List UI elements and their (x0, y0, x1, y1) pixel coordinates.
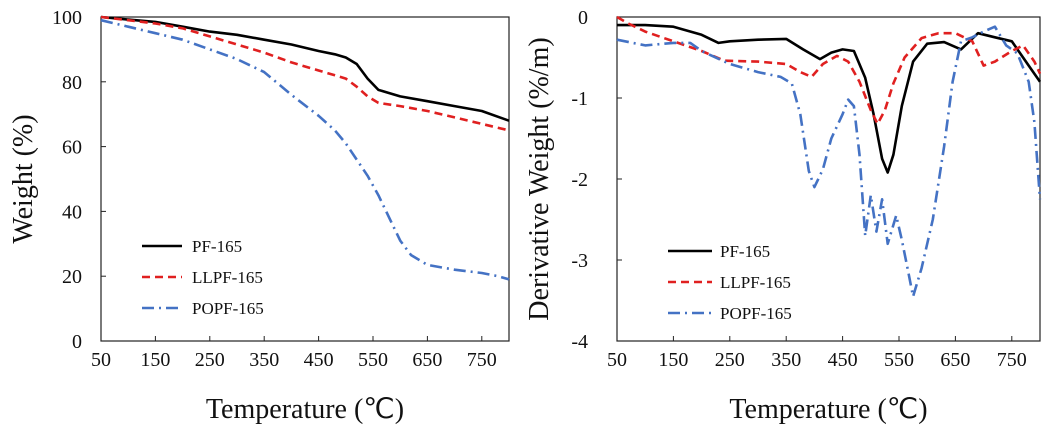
series-line-llpf-165 (100, 15, 510, 132)
y-tick-label: -3 (571, 250, 588, 272)
x-tick-label: 250 (195, 349, 225, 371)
x-tick-label: 450 (828, 349, 858, 371)
x-tick-label: 150 (658, 349, 688, 371)
chart-2: 50 150 250 350 450 550 650 750 0 -1 -2 -3 -4 Temperat… (524, 7, 1042, 425)
y-tick-label: -1 (571, 88, 588, 110)
legend-label-pf-165: PF-165 (192, 237, 242, 256)
x-tick-label: 150 (140, 349, 170, 371)
x-axis-title: Temperature (℃) (206, 394, 404, 425)
y-tick-label: 20 (62, 266, 82, 288)
x-tick-label: 50 (607, 349, 627, 371)
legend-label-llpf-165: LLPF-165 (192, 268, 263, 287)
legend-label-popf-165: POPF-165 (720, 304, 792, 323)
x-tick-label: 50 (91, 349, 111, 371)
x-axis-title: Temperature (℃) (729, 394, 927, 425)
y-tick-label: -2 (571, 169, 588, 191)
y-tick-label: 80 (62, 72, 82, 94)
chart-1: 50 150 250 350 450 550 650 750 0 20 40 60 80 100 Tempe… (8, 7, 510, 425)
legend-label-llpf-165: LLPF-165 (720, 273, 791, 292)
series-line-popf-165 (616, 25, 1042, 298)
x-tick-label: 250 (715, 349, 745, 371)
y-tick-label: 100 (52, 7, 82, 29)
y-tick-label: 0 (72, 331, 82, 353)
x-tick-label: 350 (249, 349, 279, 371)
series-line-pf-165 (100, 15, 510, 122)
x-tick-label: 650 (412, 349, 442, 371)
x-tick-label: 350 (771, 349, 801, 371)
x-tick-label: 750 (467, 349, 497, 371)
y-tick-label: 40 (62, 201, 82, 223)
x-tick-label: 650 (940, 349, 970, 371)
plot-frame (616, 16, 1041, 342)
legend-label-popf-165: POPF-165 (192, 299, 264, 318)
x-tick-label: 750 (997, 349, 1027, 371)
y-tick-label: -4 (571, 331, 588, 353)
plot-frame (100, 16, 510, 342)
y-tick-label: 60 (62, 137, 82, 159)
x-tick-label: 550 (884, 349, 914, 371)
y-axis-title: Derivative Weight (%/m) (524, 37, 555, 320)
x-tick-label: 550 (358, 349, 388, 371)
y-tick-label: 0 (578, 7, 588, 29)
y-axis-title: Weight (%) (8, 114, 39, 243)
series-line-popf-165 (100, 18, 510, 281)
x-tick-label: 450 (304, 349, 334, 371)
legend-label-pf-165: PF-165 (720, 242, 770, 261)
